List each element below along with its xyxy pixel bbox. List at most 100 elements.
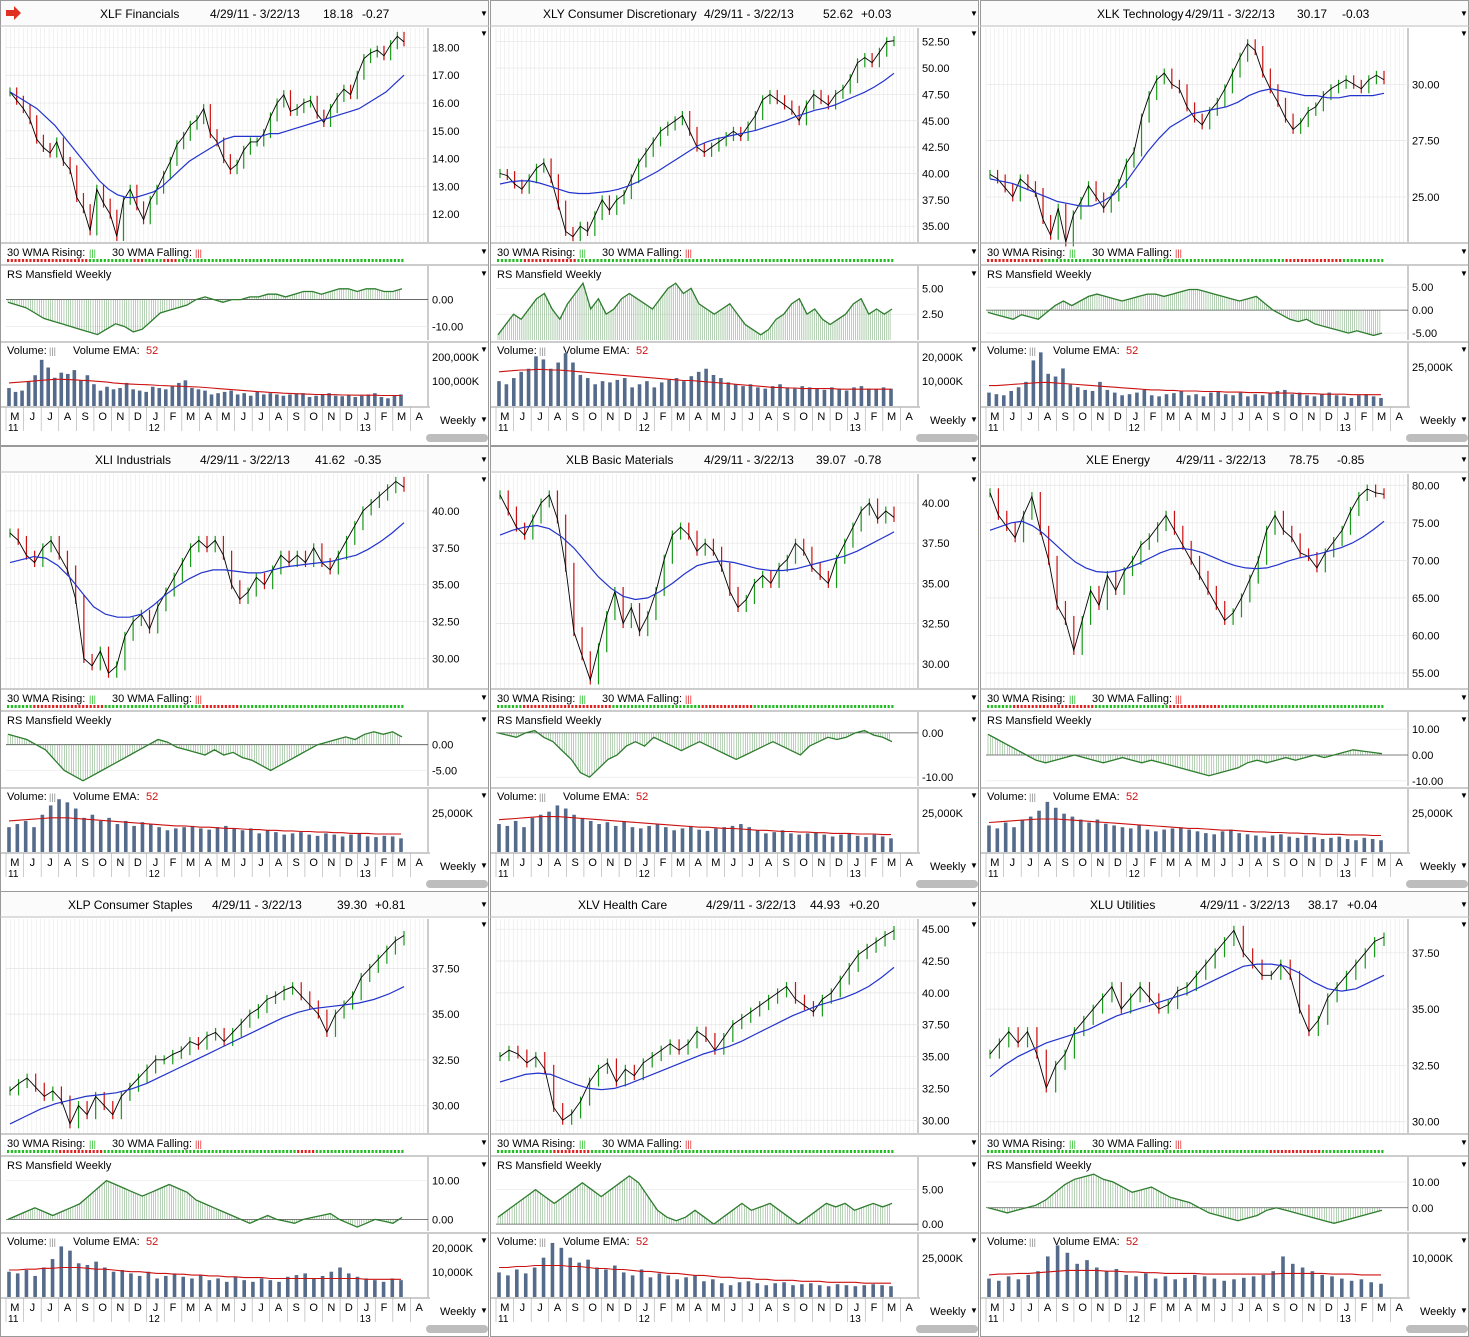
wma-state-dot (1174, 259, 1177, 262)
rs-dropdown-icon[interactable]: ▼ (970, 1160, 978, 1169)
period-selector[interactable]: Weekly (440, 1306, 476, 1318)
wma-state-dot (200, 259, 203, 262)
period-dropdown-icon[interactable]: ▼ (970, 1306, 978, 1315)
volume-dropdown-icon[interactable]: ▼ (970, 345, 978, 354)
rs-dropdown-icon[interactable]: ▼ (970, 715, 978, 724)
price-dropdown-icon[interactable]: ▼ (1460, 29, 1468, 38)
wma-state-dot (1005, 705, 1008, 708)
header-dropdown-icon[interactable]: ▼ (480, 900, 488, 909)
scrollbar-thumb[interactable] (916, 1325, 978, 1333)
volume-dropdown-icon[interactable]: ▼ (970, 1236, 978, 1245)
scrollbar-thumb[interactable] (916, 880, 978, 888)
header-dropdown-icon[interactable]: ▼ (480, 455, 488, 464)
wma-state-dot (615, 259, 618, 262)
wma-state-dot (834, 1150, 838, 1153)
wma-state-dot (1262, 705, 1265, 708)
wma-dropdown-icon[interactable]: ▼ (970, 247, 978, 256)
period-selector[interactable]: Weekly (440, 861, 476, 873)
scrollbar-thumb[interactable] (426, 880, 488, 888)
period-dropdown-icon[interactable]: ▼ (480, 1306, 488, 1315)
volume-bar (301, 393, 305, 406)
year-label: 12 (639, 423, 651, 434)
wma-state-dot (1321, 705, 1324, 708)
price-dropdown-icon[interactable]: ▼ (970, 475, 978, 484)
wma-dropdown-icon[interactable]: ▼ (1460, 1138, 1468, 1147)
volume-dropdown-icon[interactable]: ▼ (480, 345, 488, 354)
month-label: S (782, 1302, 789, 1314)
scrollbar-thumb[interactable] (1406, 880, 1468, 888)
wma-state-dot (1031, 1150, 1034, 1153)
volume-bar (847, 833, 852, 852)
period-dropdown-icon[interactable]: ▼ (1460, 415, 1468, 424)
wma-dropdown-icon[interactable]: ▼ (480, 1138, 488, 1147)
wma-state-dot (304, 259, 307, 262)
wma-dropdown-icon[interactable]: ▼ (970, 693, 978, 702)
volume-dropdown-icon[interactable]: ▼ (1460, 345, 1468, 354)
month-label: M (186, 1302, 195, 1314)
wma-rising-mark: ||| (1069, 694, 1076, 704)
period-selector[interactable]: Weekly (930, 415, 966, 427)
volume-bar (92, 384, 96, 406)
wma-dropdown-icon[interactable]: ▼ (1460, 693, 1468, 702)
period-dropdown-icon[interactable]: ▼ (480, 415, 488, 424)
period-dropdown-icon[interactable]: ▼ (1460, 861, 1468, 870)
period-dropdown-icon[interactable]: ▼ (970, 861, 978, 870)
header-dropdown-icon[interactable]: ▼ (1460, 900, 1468, 909)
price-dropdown-icon[interactable]: ▼ (480, 920, 488, 929)
header-dropdown-icon[interactable]: ▼ (480, 9, 488, 18)
wma-state-dot (254, 705, 258, 708)
volume-dropdown-icon[interactable]: ▼ (1460, 791, 1468, 800)
month-label: J (258, 411, 264, 423)
period-selector[interactable]: Weekly (1420, 415, 1456, 427)
header-dropdown-icon[interactable]: ▼ (970, 900, 978, 909)
volume-bar (1038, 352, 1043, 406)
scrollbar-thumb[interactable] (426, 434, 488, 442)
volume-bar (755, 830, 760, 852)
rs-dropdown-icon[interactable]: ▼ (480, 715, 488, 724)
month-label: J (364, 411, 370, 423)
period-selector[interactable]: Weekly (930, 861, 966, 873)
period-selector[interactable]: Weekly (440, 415, 476, 427)
price-dropdown-icon[interactable]: ▼ (1460, 920, 1468, 929)
scrollbar-thumb[interactable] (1406, 434, 1468, 442)
rs-dropdown-icon[interactable]: ▼ (1460, 269, 1468, 278)
price-dropdown-icon[interactable]: ▼ (970, 29, 978, 38)
wma-state-dot (226, 259, 229, 262)
volume-dropdown-icon[interactable]: ▼ (480, 1236, 488, 1245)
price-dropdown-icon[interactable]: ▼ (970, 920, 978, 929)
rs-dropdown-icon[interactable]: ▼ (1460, 715, 1468, 724)
header-dropdown-icon[interactable]: ▼ (1460, 9, 1468, 18)
rs-dropdown-icon[interactable]: ▼ (970, 269, 978, 278)
period-selector[interactable]: Weekly (930, 1306, 966, 1318)
volume-dropdown-icon[interactable]: ▼ (970, 791, 978, 800)
header-dropdown-icon[interactable]: ▼ (970, 455, 978, 464)
wma-state-dot (872, 1150, 875, 1153)
price-dropdown-icon[interactable]: ▼ (1460, 475, 1468, 484)
period-selector[interactable]: Weekly (1420, 861, 1456, 873)
wma-dropdown-icon[interactable]: ▼ (970, 1138, 978, 1147)
wma-state-dot (1350, 259, 1353, 262)
wma-dropdown-icon[interactable]: ▼ (480, 247, 488, 256)
month-label: O (98, 411, 107, 423)
rs-dropdown-icon[interactable]: ▼ (480, 1160, 488, 1169)
period-dropdown-icon[interactable]: ▼ (970, 415, 978, 424)
volume-bar (497, 1272, 501, 1297)
wma-dropdown-icon[interactable]: ▼ (1460, 247, 1468, 256)
period-dropdown-icon[interactable]: ▼ (480, 861, 488, 870)
header-dropdown-icon[interactable]: ▼ (970, 9, 978, 18)
wma-state-dot (1273, 1150, 1276, 1153)
red-arrow-icon[interactable] (6, 6, 21, 20)
scrollbar-thumb[interactable] (426, 1325, 488, 1333)
month-label: A (765, 411, 773, 423)
wma-state-dot (88, 1150, 92, 1153)
rs-dropdown-icon[interactable]: ▼ (480, 269, 488, 278)
price-dropdown-icon[interactable]: ▼ (480, 29, 488, 38)
month-label: J (537, 857, 543, 869)
wma-dropdown-icon[interactable]: ▼ (480, 693, 488, 702)
wma-state-dot (89, 705, 92, 708)
price-dropdown-icon[interactable]: ▼ (480, 475, 488, 484)
header-dropdown-icon[interactable]: ▼ (1460, 455, 1468, 464)
scrollbar-thumb[interactable] (916, 434, 978, 442)
wma-state-dot (589, 705, 593, 708)
volume-dropdown-icon[interactable]: ▼ (480, 791, 488, 800)
